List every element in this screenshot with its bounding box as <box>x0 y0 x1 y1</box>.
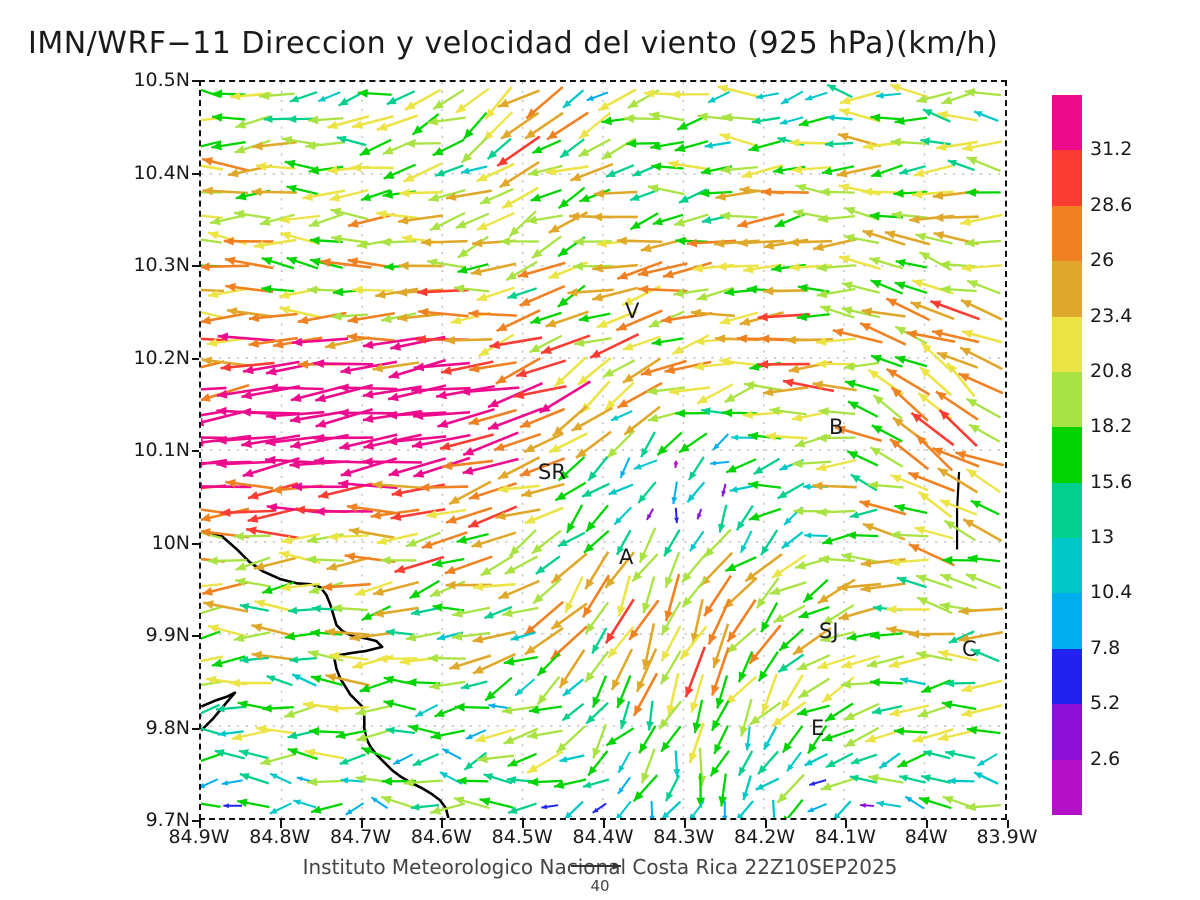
x-tick-mark <box>199 820 201 828</box>
x-tick-label: 84.4W <box>572 826 634 848</box>
x-tick-mark <box>764 820 767 828</box>
y-tick-label: 10.5N <box>133 69 190 91</box>
colorbar-band <box>1052 759 1082 815</box>
colorbar-band <box>1052 261 1082 317</box>
x-tick-label: 84.6W <box>410 826 472 848</box>
y-tick-mark <box>192 450 200 452</box>
colorbar-tick-label: 20.8 <box>1090 359 1133 382</box>
x-tick-label: 84.8W <box>249 826 311 848</box>
wind-vector-canvas <box>201 82 1005 818</box>
y-tick-mark <box>192 80 200 82</box>
footer-credit: Instituto Meteorologico Nacional Costa R… <box>302 855 898 879</box>
colorbar-tick-label: 2.6 <box>1090 747 1121 770</box>
y-tick-label: 10.4N <box>133 161 190 184</box>
y-tick-mark <box>192 265 200 267</box>
x-tick-label: 84.9W <box>168 826 230 848</box>
x-tick-mark <box>683 820 686 828</box>
y-tick-mark <box>192 635 200 637</box>
speed-colorbar[interactable] <box>1052 95 1082 815</box>
x-tick-label: 84.7W <box>330 826 392 848</box>
x-tick-mark <box>279 820 282 828</box>
colorbar-tick-label: 13 <box>1090 526 1115 549</box>
x-tick-mark <box>926 820 929 828</box>
y-tick-mark <box>192 172 200 175</box>
x-tick-mark <box>441 820 444 828</box>
colorbar-band <box>1052 316 1082 372</box>
y-tick-label: 10.3N <box>133 254 190 276</box>
x-tick-mark <box>845 820 848 828</box>
x-tick-mark <box>522 820 525 828</box>
colorbar-tick-label: 7.8 <box>1090 636 1121 659</box>
colorbar-band <box>1052 427 1082 483</box>
y-tick-label: 10N <box>151 531 190 554</box>
reference-vector-label: 40 <box>590 877 610 895</box>
colorbar-tick-label: 28.6 <box>1090 193 1133 216</box>
y-tick-label: 10.1N <box>133 439 190 461</box>
colorbar-tick-label: 10.4 <box>1090 581 1133 604</box>
x-tick-mark <box>603 820 605 828</box>
y-tick-label: 10.2N <box>133 346 190 369</box>
colorbar-band <box>1052 704 1082 760</box>
colorbar-band <box>1052 538 1082 594</box>
y-tick-mark <box>192 542 200 545</box>
colorbar-band <box>1052 593 1082 649</box>
x-tick-label: 84.2W <box>734 826 796 848</box>
colorbar-band <box>1052 150 1082 206</box>
x-tick-label: 83.9W <box>976 826 1038 848</box>
colorbar-band <box>1052 205 1082 262</box>
colorbar-tick-label: 18.2 <box>1090 415 1133 438</box>
page-title: IMN/WRF−11 Direccion y velocidad del vie… <box>28 26 999 61</box>
x-tick-label: 84W <box>904 826 948 848</box>
y-tick-label: 9.9N <box>145 624 190 646</box>
x-tick-label: 84.5W <box>491 826 553 848</box>
y-tick-mark <box>192 820 200 822</box>
x-tick-label: 84.3W <box>653 826 715 848</box>
y-tick-label: 9.8N <box>145 716 190 739</box>
y-tick-label: 9.7N <box>145 809 190 831</box>
y-tick-mark <box>192 727 200 730</box>
map-plot-area[interactable] <box>199 80 1007 820</box>
colorbar-band <box>1052 648 1082 705</box>
colorbar-band <box>1052 482 1082 538</box>
x-tick-mark <box>1007 820 1009 828</box>
colorbar-tick-label: 26 <box>1090 249 1115 272</box>
x-tick-mark <box>360 820 363 828</box>
colorbar-tick-label: 31.2 <box>1090 138 1133 161</box>
colorbar-tick-label: 23.4 <box>1090 304 1133 327</box>
colorbar-band <box>1052 95 1082 151</box>
colorbar-band <box>1052 371 1082 428</box>
colorbar-tick-label: 15.6 <box>1090 470 1133 493</box>
y-tick-mark <box>192 357 200 360</box>
colorbar-tick-label: 5.2 <box>1090 692 1121 715</box>
x-tick-label: 84.1W <box>814 826 876 848</box>
